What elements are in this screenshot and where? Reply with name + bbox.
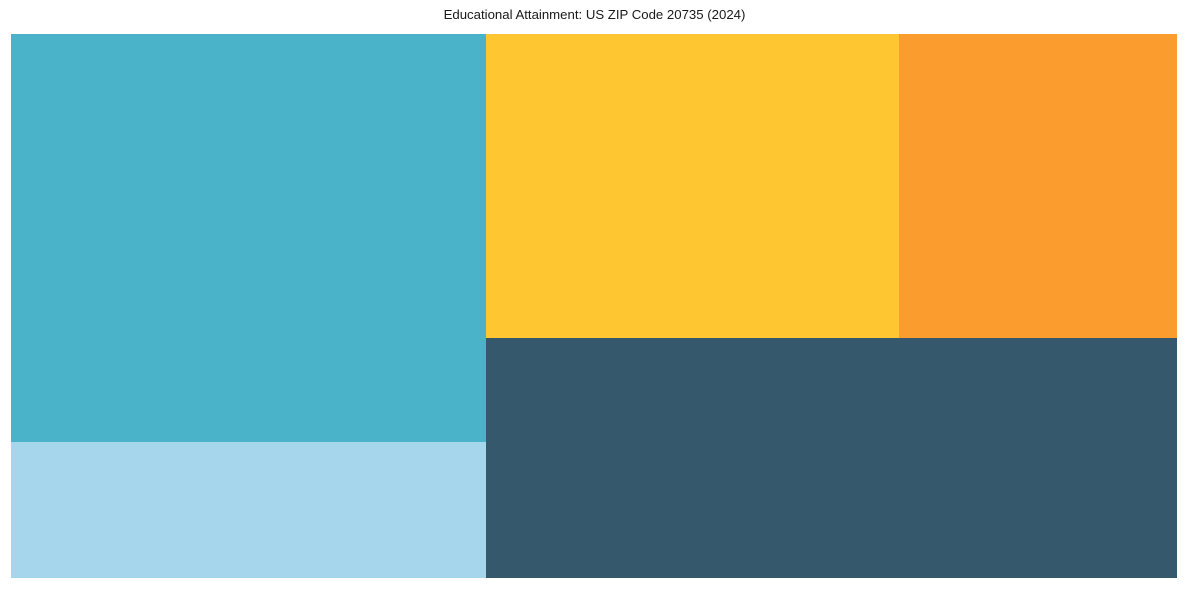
- treemap-tile[interactable]: Graduate or professional degree: [899, 34, 1177, 338]
- chart-title: Educational Attainment: US ZIP Code 2073…: [443, 7, 746, 22]
- treemap-tile[interactable]: Some college or associate's degree: [11, 34, 486, 442]
- treemap-tile[interactable]: High school graduate: [486, 338, 1177, 578]
- treemap-plot-area: Some college or associate's degreeLess t…: [11, 34, 1177, 578]
- treemap-tile[interactable]: Less than high school: [11, 442, 486, 578]
- treemap-tile[interactable]: Bachelor's degree: [486, 34, 899, 338]
